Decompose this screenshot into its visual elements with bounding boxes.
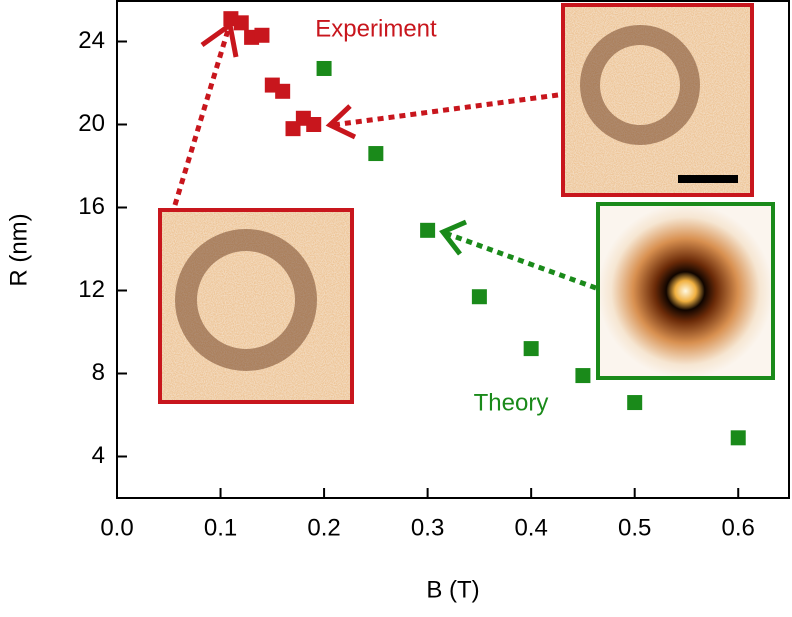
- x-tick-label: 0.3: [411, 514, 444, 541]
- marker: [523, 341, 539, 357]
- y-tick-label: 20: [78, 110, 105, 137]
- inset-frame: [596, 202, 775, 380]
- marker: [306, 117, 322, 132]
- arrow: [172, 29, 231, 206]
- arrows: [172, 20, 597, 291]
- y-axis-label: R (nm): [5, 213, 32, 286]
- marker: [627, 395, 643, 411]
- arrow-head: [439, 219, 467, 256]
- arrow-head: [325, 104, 357, 140]
- marker: [471, 289, 487, 305]
- theory-inset: [598, 204, 773, 378]
- x-tick-label: 0.0: [100, 514, 133, 541]
- x-tick-label: 0.1: [204, 514, 237, 541]
- marker: [254, 27, 270, 43]
- inset-ring: [175, 229, 317, 371]
- marker: [420, 222, 436, 238]
- y-tick-label: 8: [92, 359, 105, 386]
- marker: [275, 83, 291, 99]
- y-tick-label: 12: [78, 276, 105, 303]
- arrow: [444, 230, 597, 291]
- marker: [575, 368, 591, 384]
- insets: [158, 3, 775, 404]
- marker: [730, 430, 746, 446]
- x-axis-label: B (T): [426, 576, 479, 603]
- x-tick-label: 0.4: [514, 514, 547, 541]
- annotation: Theory: [474, 389, 549, 416]
- y-tick-label: 16: [78, 193, 105, 220]
- y-tick-label: 4: [92, 442, 105, 469]
- y-tick-label: 24: [78, 27, 105, 54]
- inset-texture: [563, 5, 752, 195]
- marker: [233, 15, 249, 31]
- marker: [316, 60, 332, 76]
- arrow: [332, 92, 559, 128]
- x-tick-label: 0.2: [307, 514, 340, 541]
- marker: [368, 146, 384, 162]
- inset-ring: [580, 25, 700, 145]
- x-tick-label: 0.6: [722, 514, 755, 541]
- annotation: Experiment: [315, 15, 437, 42]
- inset-texture: [160, 210, 352, 402]
- inset-frame: [561, 3, 754, 197]
- inset-frame: [158, 208, 354, 404]
- plot-frame: [116, 0, 790, 499]
- x-tick-label: 0.5: [618, 514, 651, 541]
- scale-bar: [678, 175, 738, 183]
